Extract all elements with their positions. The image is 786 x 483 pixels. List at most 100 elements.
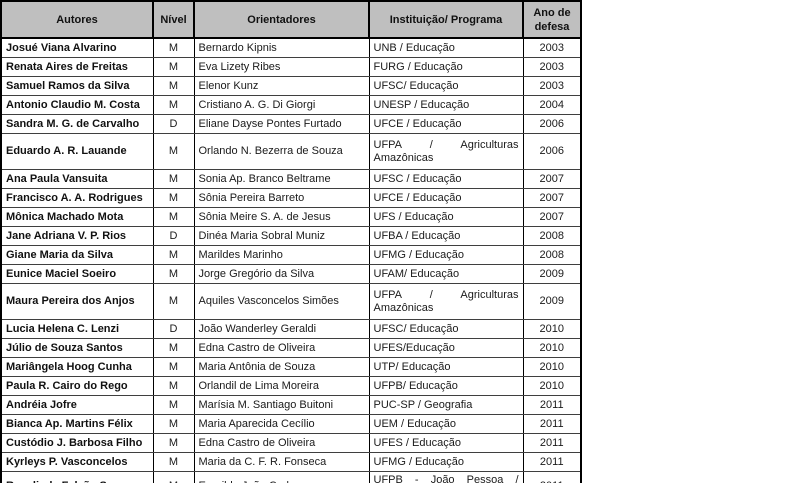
level-cell: M	[152, 395, 195, 415]
year-cell: 2006	[522, 133, 582, 170]
institution-cell: FURG / Educação	[368, 57, 524, 77]
advisor-cell: Orlandil de Lima Moreira	[193, 376, 370, 396]
advisor-cell: Sônia Pereira Barreto	[193, 188, 370, 208]
author-cell: Antonio Claudio M. Costa	[0, 95, 154, 115]
year-cell: 2010	[522, 376, 582, 396]
level-cell: M	[152, 376, 195, 396]
year-cell: 2011	[522, 452, 582, 472]
advisor-cell: João Wanderley Geraldi	[193, 319, 370, 339]
advisor-cell: Aquiles Vasconcelos Simões	[193, 283, 370, 320]
author-cell: Maura Pereira dos Anjos	[0, 283, 154, 320]
level-cell: M	[152, 76, 195, 96]
table-row: Custódio J. Barbosa Filho M Edna Castro …	[0, 433, 582, 453]
institution-cell: UNESP / Educação	[368, 95, 524, 115]
theses-table: Autores Nível Orientadores Instituição/ …	[0, 0, 582, 483]
author-cell: Sandra M. G. de Carvalho	[0, 114, 154, 134]
year-cell: 2007	[522, 169, 582, 189]
institution-cell: UFS / Educação	[368, 207, 524, 227]
level-cell: D	[152, 319, 195, 339]
author-cell: Andréia Jofre	[0, 395, 154, 415]
advisor-cell: Cristiano A. G. Di Giorgi	[193, 95, 370, 115]
year-cell: 2007	[522, 188, 582, 208]
table-header: Autores Nível Orientadores Instituição/ …	[0, 0, 582, 39]
author-cell: Kyrleys P. Vasconcelos	[0, 452, 154, 472]
author-cell: Custódio J. Barbosa Filho	[0, 433, 154, 453]
institution-cell: PUC-SP / Geografia	[368, 395, 524, 415]
author-cell: Josué Viana Alvarino	[0, 37, 154, 58]
advisor-cell: Sonia Ap. Branco Beltrame	[193, 169, 370, 189]
year-cell: 2008	[522, 245, 582, 265]
header-row: Autores Nível Orientadores Instituição/ …	[0, 0, 582, 39]
author-cell: Mariângela Hoog Cunha	[0, 357, 154, 377]
year-cell: 2004	[522, 95, 582, 115]
table-row: Giane Maria da Silva M Marildes Marinho …	[0, 245, 582, 265]
level-cell: M	[152, 37, 195, 58]
year-cell: 2011	[522, 433, 582, 453]
level-cell: M	[152, 264, 195, 284]
advisor-cell: Eliane Dayse Pontes Furtado	[193, 114, 370, 134]
advisor-cell: Edna Castro de Oliveira	[193, 338, 370, 358]
institution-cell: UNB / Educação	[368, 37, 524, 58]
level-cell: D	[152, 226, 195, 246]
level-cell: M	[152, 57, 195, 77]
table-row: Jane Adriana V. P. Rios D Dinéa Maria So…	[0, 226, 582, 246]
advisor-cell: Elenor Kunz	[193, 76, 370, 96]
institution-cell: UFPA / Agriculturas Amazônicas	[368, 283, 524, 320]
table-row: Renata Aires de Freitas M Eva Lizety Rib…	[0, 57, 582, 77]
advisor-cell: Maria da C. F. R. Fonseca	[193, 452, 370, 472]
year-cell: 2010	[522, 338, 582, 358]
table-row: Eunice Maciel Soeiro M Jorge Gregório da…	[0, 264, 582, 284]
level-cell: M	[152, 188, 195, 208]
author-cell: Eduardo A. R. Lauande	[0, 133, 154, 170]
author-cell: Giane Maria da Silva	[0, 245, 154, 265]
advisor-cell: Marildes Marinho	[193, 245, 370, 265]
level-cell: M	[152, 433, 195, 453]
table-row: Sandra M. G. de Carvalho D Eliane Dayse …	[0, 114, 582, 134]
advisor-cell: Erenildo João Carlos	[193, 471, 370, 483]
institution-cell: UFCE / Educação	[368, 114, 524, 134]
institution-cell: UTP/ Educação	[368, 357, 524, 377]
advisor-cell: Edna Castro de Oliveira	[193, 433, 370, 453]
year-cell: 2010	[522, 319, 582, 339]
table-row: Mônica Machado Mota M Sônia Meire S. A. …	[0, 207, 582, 227]
advisor-cell: Sônia Meire S. A. de Jesus	[193, 207, 370, 227]
table-row: Samuel Ramos da Silva M Elenor Kunz UFSC…	[0, 76, 582, 96]
year-cell: 2011	[522, 414, 582, 434]
column-header-nivel: Nível	[152, 0, 195, 39]
level-cell: M	[152, 357, 195, 377]
institution-cell: UFCE / Educação	[368, 188, 524, 208]
institution-cell: UFSC/ Educação	[368, 76, 524, 96]
institution-cell: UFPA / Agriculturas Amazônicas	[368, 133, 524, 170]
table-row: Júlio de Souza Santos M Edna Castro de O…	[0, 338, 582, 358]
year-cell: 2003	[522, 76, 582, 96]
year-cell: 2008	[522, 226, 582, 246]
advisor-cell: Marísia M. Santiago Buitoni	[193, 395, 370, 415]
table-row: Paula R. Cairo do Rego M Orlandil de Lim…	[0, 376, 582, 396]
table-row: Rosalinda Falcão Soares M Erenildo João …	[0, 471, 582, 483]
level-cell: M	[152, 471, 195, 483]
institution-cell: UFPB/ Educação	[368, 376, 524, 396]
author-cell: Lucia Helena C. Lenzi	[0, 319, 154, 339]
year-cell: 2006	[522, 114, 582, 134]
institution-cell: UFMG / Educação	[368, 452, 524, 472]
advisor-cell: Bernardo Kipnis	[193, 37, 370, 58]
year-cell: 2010	[522, 357, 582, 377]
level-cell: M	[152, 245, 195, 265]
author-cell: Ana Paula Vansuita	[0, 169, 154, 189]
column-header-instituicao: Instituição/ Programa	[368, 0, 524, 39]
column-header-orientadores: Orientadores	[193, 0, 370, 39]
institution-cell: UFPB - João Pessoa / Educação	[368, 471, 524, 483]
advisor-cell: Maria Antônia de Souza	[193, 357, 370, 377]
year-cell: 2009	[522, 283, 582, 320]
institution-cell: UFSC / Educação	[368, 169, 524, 189]
level-cell: D	[152, 114, 195, 134]
author-cell: Samuel Ramos da Silva	[0, 76, 154, 96]
table-row: Antonio Claudio M. Costa M Cristiano A. …	[0, 95, 582, 115]
author-cell: Bianca Ap. Martins Félix	[0, 414, 154, 434]
author-cell: Francisco A. A. Rodrigues	[0, 188, 154, 208]
table-row: Lucia Helena C. Lenzi D João Wanderley G…	[0, 319, 582, 339]
author-cell: Rosalinda Falcão Soares	[0, 471, 154, 483]
advisor-cell: Dinéa Maria Sobral Muniz	[193, 226, 370, 246]
author-cell: Jane Adriana V. P. Rios	[0, 226, 154, 246]
column-header-autores: Autores	[0, 0, 154, 39]
